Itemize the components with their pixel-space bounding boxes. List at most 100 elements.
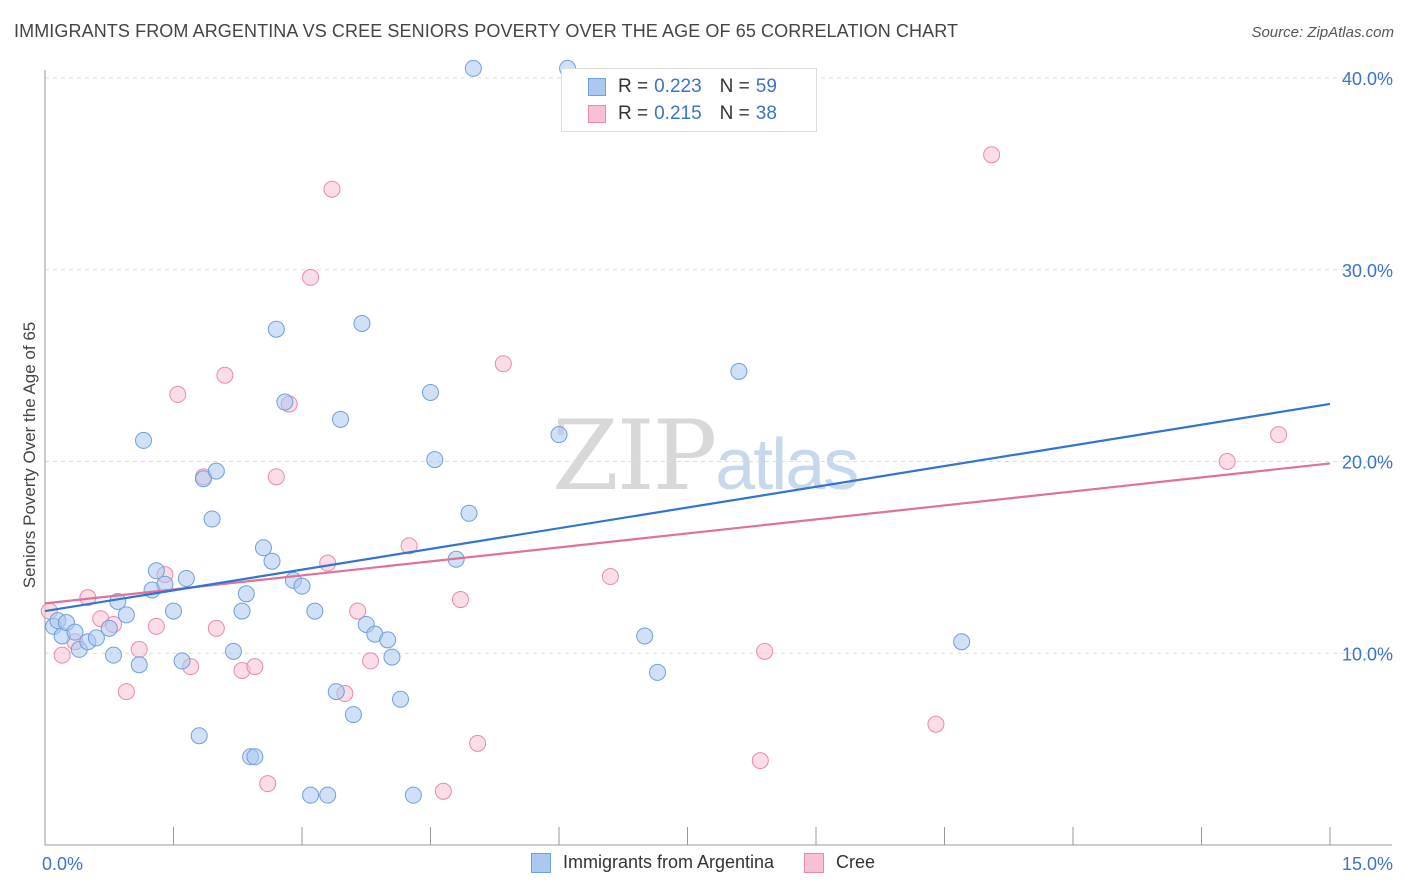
argentina-point — [224, 642, 242, 660]
cree-point — [1270, 426, 1288, 444]
argentina-point — [730, 362, 748, 380]
argentina-point — [135, 431, 153, 449]
cree-point — [302, 268, 320, 286]
argentina-point — [100, 619, 118, 637]
cree-point — [469, 734, 487, 752]
argentina-point — [267, 320, 285, 338]
argentina-point — [147, 562, 165, 580]
argentina-point — [649, 663, 667, 681]
cree-point — [756, 642, 774, 660]
bottom-legend-cree[interactable]: Cree — [804, 852, 875, 873]
argentina-point — [636, 627, 654, 645]
cree-point — [434, 782, 452, 800]
legend-swatch-cree — [588, 105, 606, 123]
legend-r-label: R = — [618, 76, 649, 97]
argentina-points — [45, 59, 971, 804]
cree-point — [400, 537, 418, 555]
argentina-point — [190, 727, 208, 745]
argentina-point — [87, 629, 105, 647]
cree-point — [1218, 453, 1236, 470]
cree-point — [323, 180, 341, 198]
argentina-point — [165, 602, 182, 620]
axes — [44, 70, 1392, 846]
cree-point — [983, 146, 1001, 164]
bottom-legend-argentina[interactable]: Immigrants from Argentina — [530, 852, 775, 873]
cree-point — [216, 366, 234, 384]
argentina-point — [173, 652, 191, 670]
argentina-point — [426, 451, 444, 469]
argentina-point — [203, 510, 221, 528]
argentina-point — [194, 470, 212, 488]
argentina-point — [306, 602, 324, 620]
y-axis-label: Seniors Poverty Over the Age of 65 — [20, 321, 39, 589]
legend-r-value: 0.223 — [654, 76, 702, 97]
cree-point — [246, 658, 264, 676]
cree-point — [927, 715, 945, 733]
argentina-point — [233, 602, 251, 620]
cree-point — [362, 652, 380, 670]
argentina-point — [105, 646, 123, 664]
argentina-point — [177, 569, 195, 587]
argentina-point — [327, 683, 345, 701]
argentina-point — [404, 786, 422, 804]
x-tick-label: 0.0% — [42, 854, 83, 874]
tick-labels: 10.0% 20.0% 30.0% 40.0% 0.0% 15.0% — [42, 69, 1393, 874]
cree-point — [319, 554, 337, 572]
y-tick-label: 30.0% — [1342, 261, 1393, 281]
argentina-point — [66, 623, 84, 641]
bottom-legend-label-cree: Cree — [836, 852, 876, 872]
legend-r-value: 0.215 — [654, 103, 702, 124]
argentina-point — [460, 504, 478, 522]
cree-point — [169, 385, 187, 403]
legend-box: R = 0.223 N = 59 R = 0.215 N = 38 — [561, 68, 817, 132]
legend-n-value: 59 — [755, 76, 777, 97]
y-tick-label: 20.0% — [1342, 453, 1393, 473]
cree-point — [494, 355, 512, 373]
argentina-point — [254, 539, 272, 557]
cree-point — [53, 646, 71, 664]
cree-trend-line — [44, 462, 1331, 605]
argentina-point — [130, 656, 148, 674]
legend-row-argentina: R = 0.223 N = 59 — [588, 76, 777, 98]
argentina-point — [276, 393, 294, 411]
argentina-point — [117, 606, 135, 624]
argentina-point — [263, 552, 281, 570]
grid-lines — [45, 77, 1392, 654]
argentina-point — [246, 748, 264, 766]
legend-row-cree: R = 0.215 N = 38 — [588, 103, 777, 125]
argentina-point — [302, 786, 320, 804]
cree-point — [349, 602, 367, 620]
source-label: Source: ZipAtlas.com — [1251, 24, 1394, 41]
watermark-zip: ZIP — [552, 400, 717, 512]
legend-n-value: 38 — [755, 103, 777, 124]
chart-title: IMMIGRANTS FROM ARGENTINA VS CREE SENIOR… — [14, 21, 959, 41]
argentina-point — [550, 426, 568, 444]
bottom-legend-swatch-cree — [804, 852, 825, 873]
argentina-point — [237, 585, 255, 603]
argentina-trend-line — [44, 402, 1331, 613]
argentina-point — [464, 59, 482, 77]
argentina-point — [207, 462, 225, 480]
argentina-point — [379, 631, 397, 649]
argentina-point — [953, 633, 971, 651]
argentina-point — [422, 383, 439, 401]
cree-point — [117, 683, 135, 701]
argentina-point — [392, 690, 410, 708]
argentina-point — [332, 410, 350, 428]
argentina-point — [319, 786, 337, 804]
argentina-point — [293, 577, 311, 595]
cree-point — [267, 468, 285, 486]
bottom-legend: Immigrants from Argentina Cree — [0, 852, 1406, 873]
argentina-point — [383, 648, 401, 666]
cree-point — [147, 617, 165, 635]
bottom-legend-swatch-argentina — [530, 852, 551, 873]
cree-point — [751, 752, 769, 770]
bottom-legend-label-argentina: Immigrants from Argentina — [562, 852, 775, 872]
cree-point — [207, 619, 225, 637]
y-tick-label: 10.0% — [1342, 644, 1393, 664]
cree-point — [259, 775, 277, 793]
legend-r-label: R = — [618, 103, 649, 124]
y-tick-label: 40.0% — [1342, 69, 1393, 89]
legend-swatch-argentina — [588, 78, 606, 96]
